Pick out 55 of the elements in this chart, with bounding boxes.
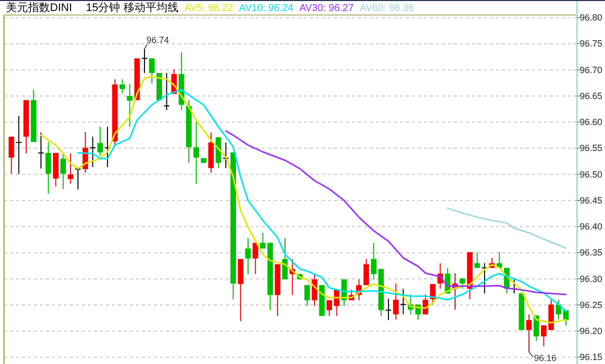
candlestick [260,232,266,250]
y-tick-label: 96.20 [580,326,602,336]
y-tick-label: 96.70 [580,64,602,75]
candlestick [193,121,200,184]
candlestick [38,132,44,170]
candlestick [282,238,288,280]
annotation: 96.74 [146,34,170,45]
candlestick [393,283,399,320]
candlestick [400,288,406,315]
candlestick [16,115,22,174]
y-tick-label: 96.50 [580,169,602,180]
y-tick-label: 96.35 [580,248,602,258]
y-tick-label: 96.15 [580,352,602,362]
candlestick [149,58,155,84]
text: AV60: 96.36 [360,3,414,14]
annotation: 96.16 [534,352,556,363]
candlestick [68,152,74,184]
candlestick [422,294,428,315]
candlestick [474,252,480,268]
y-tick-label: 96.45 [580,195,602,206]
y-tick-label: 96.80 [580,12,602,23]
y-tick-label: 96.40 [580,222,602,232]
candlestick [46,141,52,194]
candlestick [386,298,392,321]
text: AV5: 96.22 [184,3,234,14]
candlestick [97,126,103,157]
annotation: 96.16 [528,351,556,363]
text: AV30: 96.27 [299,3,354,14]
y-tick-label: 96.75 [580,38,602,49]
candlestick [364,258,370,286]
candlestick [326,300,332,316]
candlestick [526,314,532,352]
y-tick-label: 96.25 [580,300,602,310]
text: AV10: 96.24 [239,3,294,14]
candlestick [120,78,126,94]
chart-subtitle: 15分钟 移动平均线 [86,1,178,14]
candlestick [245,238,251,275]
y-tick-label: 96.65 [580,90,602,101]
candlestick [60,152,66,190]
line-series [225,130,567,296]
candlestick [90,136,96,168]
candlestick [540,324,546,347]
annotation: 96.74 [144,34,169,50]
candlestick [164,72,170,111]
candlestick [252,242,258,275]
candlestick [304,284,310,307]
y-tick-label: 96.30 [580,274,602,284]
y-tick-label: 96.55 [580,143,602,154]
candlestick [312,274,318,307]
line-series [446,208,567,249]
y-tick-label: 96.60 [580,117,602,128]
candlestick [8,136,14,174]
candlestick [126,83,132,128]
candlestick [370,242,376,280]
chart-title: 美元指数DINI [6,1,72,14]
